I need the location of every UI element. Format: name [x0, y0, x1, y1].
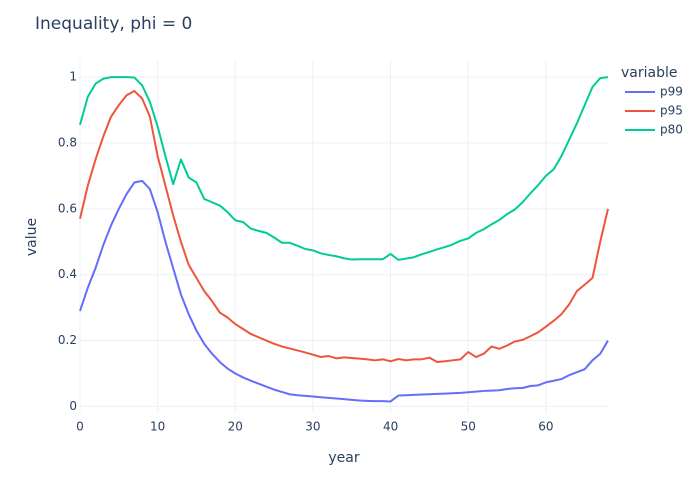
legend-label: p95 [660, 104, 683, 118]
x-tick-label: 20 [228, 420, 243, 434]
x-tick-label: 40 [383, 420, 398, 434]
y-tick-label: 1 [69, 70, 77, 84]
y-tick-label: 0.4 [58, 267, 77, 281]
line-series [79, 76, 609, 261]
y-tick-label: 0.6 [58, 201, 77, 215]
x-tick-label: 50 [461, 420, 476, 434]
x-tick-label: 60 [538, 420, 553, 434]
legend-title: variable [621, 65, 677, 81]
y-axis-title: value [24, 218, 40, 256]
chart-title: Inequality, phi = 0 [35, 14, 192, 34]
y-tick-label: 0.2 [58, 333, 77, 347]
y-tick-label: 0.8 [58, 135, 77, 149]
line-series [79, 89, 609, 363]
line-series [79, 179, 609, 403]
x-axis-title: year [328, 450, 359, 466]
legend-label: p80 [660, 123, 683, 137]
x-tick-label: 30 [305, 420, 320, 434]
x-tick-label: 0 [76, 420, 84, 434]
legend-label: p99 [660, 85, 683, 99]
x-tick-label: 10 [150, 420, 165, 434]
y-tick-label: 0 [69, 399, 77, 413]
